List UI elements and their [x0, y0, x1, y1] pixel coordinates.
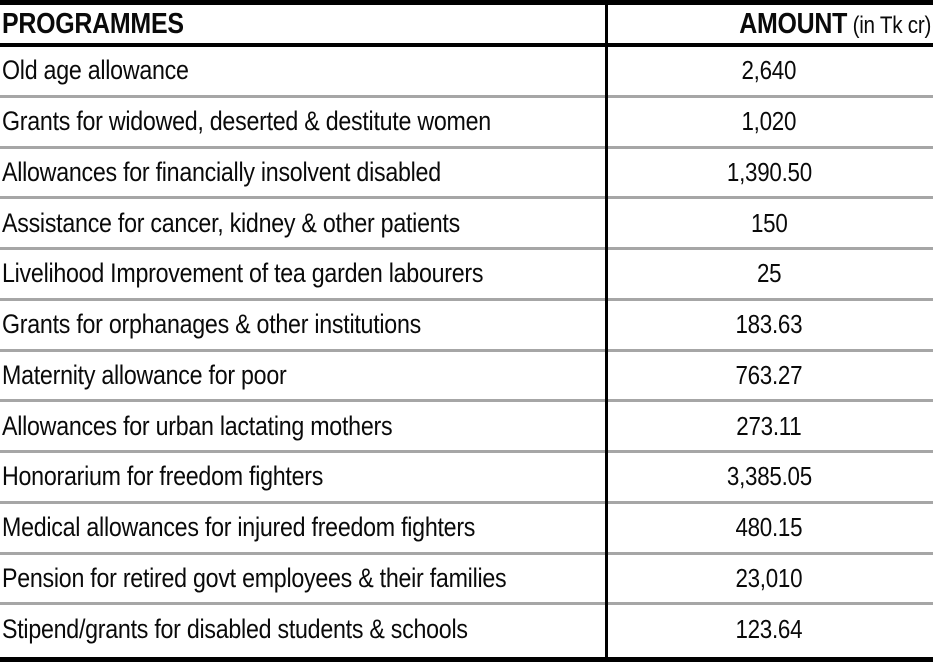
table-row: Stipend/grants for disabled students & s… [0, 602, 933, 653]
column-divider [605, 5, 608, 657]
programme-label: Medical allowances for injured freedom f… [2, 512, 476, 543]
programme-cell: Allowances for urban lactating mothers [0, 411, 605, 442]
amount-value: 1,020 [741, 106, 797, 137]
programme-label: Assistance for cancer, kidney & other pa… [2, 207, 460, 238]
amount-cell: 273.11 [605, 411, 933, 442]
amount-cell: 25 [605, 258, 933, 289]
programme-cell: Old age allowance [0, 55, 605, 86]
amount-cell: 2,640 [605, 55, 933, 86]
table-row: Grants for widowed, deserted & destitute… [0, 94, 933, 146]
amount-header: AMOUNT (in Tk cr) [739, 8, 931, 41]
amount-cell: 183.63 [605, 309, 933, 340]
programme-cell: Medical allowances for injured freedom f… [0, 512, 605, 543]
programme-cell: Assistance for cancer, kidney & other pa… [0, 208, 605, 239]
table-row: Maternity allowance for poor 763.27 [0, 348, 933, 400]
amount-value: 273.11 [736, 410, 802, 441]
programme-cell: Pension for retired govt employees & the… [0, 563, 605, 594]
table-row: Honorarium for freedom fighters 3,385.05 [0, 450, 933, 501]
programme-label: Allowances for urban lactating mothers [2, 410, 393, 441]
programme-label: Grants for widowed, deserted & destitute… [2, 106, 491, 137]
programme-cell: Stipend/grants for disabled students & s… [0, 614, 605, 645]
programme-label: Honorarium for freedom fighters [2, 461, 324, 492]
table-row: Livelihood Improvement of tea garden lab… [0, 247, 933, 298]
amount-header-unit: (in Tk cr) [847, 11, 932, 39]
programme-label: Grants for orphanages & other institutio… [2, 309, 421, 340]
amount-value: 2,640 [741, 55, 797, 86]
amount-value: 23,010 [735, 562, 803, 593]
programme-label: Old age allowance [2, 55, 189, 86]
amount-cell: 763.27 [605, 360, 933, 391]
amount-cell: 23,010 [605, 563, 933, 594]
table-row: Medical allowances for injured freedom f… [0, 500, 933, 552]
programme-cell: Allowances for financially insolvent dis… [0, 157, 605, 188]
programme-cell: Grants for widowed, deserted & destitute… [0, 106, 605, 137]
programme-cell: Livelihood Improvement of tea garden lab… [0, 258, 605, 289]
programme-cell: Maternity allowance for poor [0, 360, 605, 391]
amount-value: 25 [756, 258, 782, 289]
table-row: Assistance for cancer, kidney & other pa… [0, 196, 933, 247]
amount-value: 123.64 [735, 613, 803, 644]
table-body: Old age allowance 2,640 Grants for widowed… [0, 47, 933, 653]
table-row: Grants for orphanages & other institutio… [0, 297, 933, 349]
programme-label: Stipend/grants for disabled students & s… [2, 613, 468, 644]
programme-cell: Honorarium for freedom fighters [0, 461, 605, 492]
amount-value: 1,390.50 [726, 156, 812, 187]
amount-value: 150 [750, 207, 788, 238]
amount-cell: 1,390.50 [605, 157, 933, 188]
amount-value: 763.27 [735, 359, 803, 390]
amount-cell: 150 [605, 208, 933, 239]
programme-label: Allowances for financially insolvent dis… [2, 156, 441, 187]
amount-cell: 123.64 [605, 614, 933, 645]
table-row: Allowances for financially insolvent dis… [0, 145, 933, 197]
table-header-row: PROGRAMMES AMOUNT (in Tk cr) [0, 5, 933, 47]
amount-value: 183.63 [735, 309, 803, 340]
amount-cell: 480.15 [605, 512, 933, 543]
header-cell-amount: AMOUNT (in Tk cr) [605, 8, 933, 41]
header-cell-programmes: PROGRAMMES [0, 8, 605, 41]
programmes-header-label: PROGRAMMES [2, 7, 184, 40]
amount-cell: 3,385.05 [605, 461, 933, 492]
programme-label: Livelihood Improvement of tea garden lab… [2, 258, 484, 289]
table-row: Old age allowance 2,640 [0, 47, 933, 95]
table-row: Pension for retired govt employees & the… [0, 551, 933, 603]
table-row: Allowances for urban lactating mothers 27… [0, 399, 933, 450]
programme-label: Pension for retired govt employees & the… [2, 562, 507, 593]
amount-value: 3,385.05 [726, 461, 812, 492]
amount-header-label: AMOUNT [739, 7, 848, 40]
amount-value: 480.15 [735, 512, 803, 543]
programme-cell: Grants for orphanages & other institutio… [0, 309, 605, 340]
amount-cell: 1,020 [605, 106, 933, 137]
programme-label: Maternity allowance for poor [2, 359, 287, 390]
